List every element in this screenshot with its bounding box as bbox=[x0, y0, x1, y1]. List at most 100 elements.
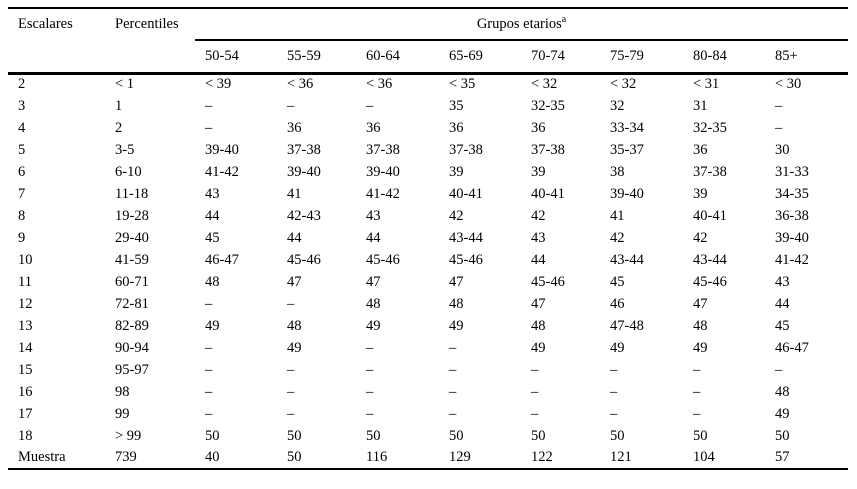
scalar-score-cell: 17 bbox=[18, 405, 33, 422]
raw-score-cell: – bbox=[287, 295, 295, 312]
raw-score-cell: 31-33 bbox=[775, 163, 809, 180]
scalar-score-cell: 12 bbox=[18, 295, 33, 312]
raw-score-cell: – bbox=[693, 405, 701, 422]
raw-score-cell: 47 bbox=[531, 295, 546, 312]
raw-score-cell: < 32 bbox=[610, 76, 637, 93]
raw-score-cell: 42 bbox=[693, 229, 708, 246]
raw-score-cell: – bbox=[531, 405, 539, 422]
table-row: 8 19-28 44 42-43 43 42 42 41 40-41 36-38 bbox=[8, 205, 848, 227]
raw-score-cell: 46-47 bbox=[205, 251, 239, 268]
raw-score-cell: 45-46 bbox=[693, 273, 727, 290]
raw-score-cell: 44 bbox=[531, 251, 546, 268]
raw-score-cell: – bbox=[449, 361, 457, 378]
raw-score-cell: 40-41 bbox=[693, 207, 727, 224]
table-row: 10 41-59 46-47 45-46 45-46 45-46 44 43-44 43-44 4… bbox=[8, 249, 848, 271]
raw-score-cell: 44 bbox=[366, 229, 381, 246]
raw-score-cell: 50 bbox=[449, 427, 464, 444]
raw-score-cell: < 31 bbox=[693, 76, 720, 93]
raw-score-cell: 44 bbox=[775, 295, 790, 312]
raw-score-cell: 43 bbox=[205, 185, 220, 202]
raw-score-cell: 36 bbox=[287, 119, 302, 136]
raw-score-cell: 36 bbox=[693, 141, 708, 158]
scalar-score-cell: 9 bbox=[18, 229, 26, 246]
table-row: 11 60-71 48 47 47 47 45-46 45 45-46 43 bbox=[8, 271, 848, 293]
percentile-cell: 11-18 bbox=[115, 185, 149, 202]
raw-score-cell: 48 bbox=[287, 317, 302, 334]
raw-score-cell: 35 bbox=[449, 97, 464, 114]
raw-score-cell: 39-40 bbox=[610, 185, 644, 202]
raw-score-cell: 49 bbox=[775, 405, 790, 422]
percentile-cell: 1 bbox=[115, 97, 123, 114]
raw-score-cell: 50 bbox=[205, 427, 220, 444]
raw-score-cell: 47 bbox=[693, 295, 708, 312]
age-group-header: 70-74 bbox=[521, 40, 600, 75]
raw-score-cell: 39 bbox=[693, 185, 708, 202]
raw-score-cell: 42-43 bbox=[287, 207, 321, 224]
raw-score-cell: 50 bbox=[610, 427, 625, 444]
raw-score-cell: < 36 bbox=[366, 76, 393, 93]
scalar-score-cell: 4 bbox=[18, 119, 26, 136]
raw-score-cell: 43-44 bbox=[693, 251, 727, 268]
raw-score-cell: 39-40 bbox=[287, 163, 321, 180]
scalar-score-cell: 10 bbox=[18, 251, 33, 268]
raw-score-cell: 39 bbox=[449, 163, 464, 180]
scalar-score-cell: 16 bbox=[18, 383, 33, 400]
percentile-cell: 90-94 bbox=[115, 339, 149, 356]
percentile-cell: 72-81 bbox=[115, 295, 149, 312]
percentile-norms-table: Escalares Percentiles Grupos etariosa 50… bbox=[8, 7, 849, 470]
raw-score-cell: 40-41 bbox=[449, 185, 483, 202]
raw-score-cell: – bbox=[366, 361, 374, 378]
raw-score-cell: 49 bbox=[287, 339, 302, 356]
raw-score-cell: 32 bbox=[610, 97, 625, 114]
raw-score-cell: 45-46 bbox=[449, 251, 483, 268]
raw-score-cell: – bbox=[610, 361, 618, 378]
percentile-cell: 29-40 bbox=[115, 229, 149, 246]
raw-score-cell: 42 bbox=[449, 207, 464, 224]
raw-score-cell: – bbox=[693, 383, 701, 400]
raw-score-cell: 43-44 bbox=[610, 251, 644, 268]
raw-score-cell: 121 bbox=[610, 449, 632, 465]
raw-score-cell: 39 bbox=[531, 163, 546, 180]
raw-score-cell: 45-46 bbox=[531, 273, 565, 290]
percentile-cell: 98 bbox=[115, 383, 130, 400]
header-row-age-groups: 50-54 55-59 60-64 65-69 70-74 75-79 80-84 85+ bbox=[8, 40, 849, 75]
raw-score-cell: 31 bbox=[693, 97, 708, 114]
raw-score-cell: 39-40 bbox=[775, 229, 809, 246]
raw-score-cell: 50 bbox=[287, 427, 302, 444]
raw-score-cell: 45 bbox=[610, 273, 625, 290]
age-group-header: 85+ bbox=[765, 40, 849, 75]
raw-score-cell: 41-42 bbox=[775, 251, 809, 268]
raw-score-cell: 43 bbox=[775, 273, 790, 290]
table-row: 9 29-40 45 44 44 43-44 43 42 42 39-40 bbox=[8, 227, 848, 249]
raw-score-cell: 30 bbox=[775, 141, 790, 158]
raw-score-cell: 35-37 bbox=[610, 141, 644, 158]
scalar-score-cell: 15 bbox=[18, 361, 33, 378]
raw-score-cell: 48 bbox=[775, 383, 790, 400]
raw-score-cell: 50 bbox=[287, 449, 302, 465]
table-row: 12 72-81 – – 48 48 47 46 47 44 bbox=[8, 293, 848, 315]
percentile-cell: 6-10 bbox=[115, 163, 142, 180]
raw-score-cell: 50 bbox=[366, 427, 381, 444]
raw-score-cell: < 32 bbox=[531, 76, 558, 93]
raw-score-cell: – bbox=[775, 119, 783, 136]
raw-score-cell: 122 bbox=[531, 449, 553, 465]
percentile-cell: 82-89 bbox=[115, 317, 149, 334]
raw-score-cell: 41 bbox=[610, 207, 625, 224]
raw-score-cell: 49 bbox=[531, 339, 546, 356]
raw-score-cell: 36-38 bbox=[775, 207, 809, 224]
scalar-score-cell: 18 bbox=[18, 427, 33, 444]
footnote-marker: a bbox=[561, 13, 567, 25]
raw-score-cell: 104 bbox=[693, 449, 715, 465]
raw-score-cell: – bbox=[205, 295, 213, 312]
table-row: 17 99 – – – – – – – 49 bbox=[8, 403, 848, 425]
raw-score-cell: 37-38 bbox=[366, 141, 400, 158]
raw-score-cell: – bbox=[366, 405, 374, 422]
raw-score-cell: 48 bbox=[366, 295, 381, 312]
percentile-cell: 95-97 bbox=[115, 361, 149, 378]
raw-score-cell: – bbox=[531, 383, 539, 400]
raw-score-cell: – bbox=[287, 361, 295, 378]
raw-score-cell: 37-38 bbox=[449, 141, 483, 158]
percentile-cell: 60-71 bbox=[115, 273, 149, 290]
raw-score-cell: 36 bbox=[449, 119, 464, 136]
raw-score-cell: 44 bbox=[287, 229, 302, 246]
